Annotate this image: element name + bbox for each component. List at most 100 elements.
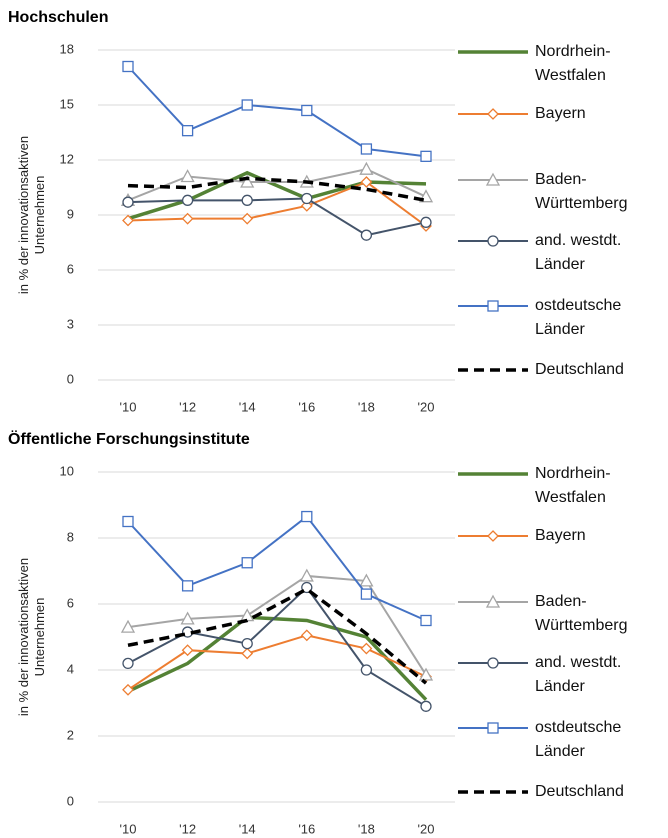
marker [360,642,373,655]
marker [420,614,432,627]
series-line [127,197,427,237]
marker [122,214,134,227]
chart-title: Hochschulen [8,9,108,26]
marker [241,212,254,225]
y-tick-label: 8 [67,529,74,544]
marker [360,229,373,241]
x-tick-label: '12 [179,821,196,836]
series-line [127,176,427,203]
y-tick-label: 0 [67,793,74,808]
marker [301,192,313,205]
marker [360,176,373,188]
x-tick-label: '12 [179,399,196,414]
legend-label: and. westdt. Länder [535,654,622,695]
y-axis-label: in % der innovationsaktiven Unternehmen [16,135,47,295]
marker [122,196,134,208]
y-tick-label: 18 [60,41,74,56]
y-tick-label: 12 [60,151,74,166]
series-line [127,574,427,676]
legend-label: Baden- Württemberg [535,171,628,212]
marker [487,657,499,669]
marker [420,700,432,712]
marker [180,611,195,625]
x-tick-label: '14 [239,399,256,414]
marker [181,194,194,206]
series-line [127,65,427,158]
legend-label: Bayern [535,527,586,544]
marker [360,664,373,676]
marker [487,235,499,247]
marker [181,212,194,225]
marker [418,667,434,681]
series-line [127,615,428,701]
y-tick-label: 6 [67,595,74,610]
marker [359,161,374,175]
marker [180,169,195,183]
x-tick-label: '18 [358,399,375,414]
y-tick-label: 4 [67,661,74,676]
marker [359,573,374,587]
chart-title: Öffentliche Forschungsinstitute [8,429,250,448]
marker [181,580,194,592]
series-line [127,634,427,691]
y-tick-label: 15 [60,96,74,111]
y-tick-label: 3 [67,316,74,331]
marker [485,172,501,186]
y-tick-label: 10 [60,463,74,478]
series-line [127,168,427,202]
x-tick-label: '14 [239,821,256,836]
x-tick-label: '16 [298,821,315,836]
marker [487,300,499,312]
marker [485,594,501,608]
marker [122,683,134,696]
y-tick-label: 6 [67,261,74,276]
legend-label: Nordrhein- Westfalen [535,465,611,506]
marker [299,568,314,582]
marker [301,581,313,594]
marker [301,510,313,523]
legend-label: Bayern [535,105,586,122]
series-line [127,180,427,227]
legend-label: ostdeutsche Länder [535,719,622,760]
y-tick-label: 9 [67,206,74,221]
marker [360,143,373,155]
marker [122,657,134,670]
y-tick-label: 2 [67,727,74,742]
marker [181,644,194,657]
x-tick-label: '20 [418,821,435,836]
marker [301,104,313,117]
marker [181,125,194,137]
legend-label: Baden- Württemberg [535,593,628,634]
x-tick-label: '16 [298,399,315,414]
marker [122,515,134,528]
legend-label: Deutschland [535,361,624,378]
marker [487,530,499,542]
marker [241,194,253,206]
marker [420,216,432,228]
marker [487,722,499,734]
marker [240,174,255,188]
marker [241,99,253,111]
series-line [127,170,427,221]
marker [241,637,253,650]
legend-label: and. westdt. Länder [535,232,622,273]
x-tick-label: '10 [120,821,137,836]
marker [241,647,254,660]
legend-label: Nordrhein- Westfalen [535,43,611,84]
x-tick-label: '20 [418,399,435,414]
series-line [127,515,427,622]
x-tick-label: '18 [358,821,375,836]
x-tick-label: '10 [120,399,137,414]
y-tick-label: 0 [67,371,74,386]
marker [122,60,134,73]
legend-label: ostdeutsche Länder [535,297,622,338]
marker [487,108,499,120]
series-line [127,587,428,685]
marker [300,629,313,642]
legend-label: Deutschland [535,783,624,800]
marker [360,588,373,600]
marker [120,619,136,633]
marker [241,557,253,569]
